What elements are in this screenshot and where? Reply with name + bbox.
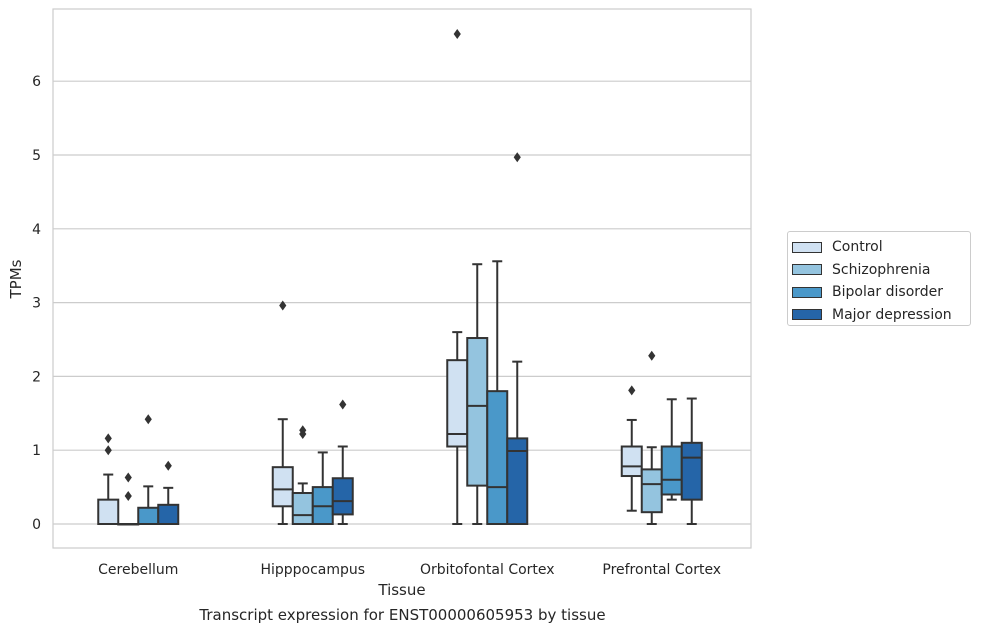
outlier-point bbox=[299, 425, 307, 436]
y-tick-label: 5 bbox=[32, 148, 41, 164]
x-tick-label: Cerebellum bbox=[98, 562, 178, 578]
box-control bbox=[446, 28, 469, 525]
y-tick-label: 2 bbox=[32, 369, 41, 385]
box-body bbox=[271, 466, 294, 508]
outlier-point bbox=[164, 460, 172, 471]
box-bipolar-disorder bbox=[660, 398, 683, 501]
box-control bbox=[620, 385, 643, 512]
x-axis-title: Tissue bbox=[377, 581, 425, 599]
box-body bbox=[506, 437, 529, 525]
legend-item-major-depression: Major depression bbox=[792, 304, 966, 327]
outlier-point bbox=[124, 490, 132, 501]
box-body bbox=[660, 445, 683, 496]
legend-label-major-depression: Major depression bbox=[832, 306, 952, 323]
legend-swatch-schizophrenia bbox=[792, 264, 822, 276]
outlier-point bbox=[124, 472, 132, 483]
box-body bbox=[291, 492, 314, 525]
box-control bbox=[97, 433, 120, 525]
y-tick-label: 1 bbox=[32, 443, 41, 459]
y-axis-ticks: 0 1 2 3 4 5 6 bbox=[32, 74, 41, 533]
legend-item-schizophrenia: Schizophrenia bbox=[792, 259, 966, 282]
outlier-point bbox=[339, 399, 347, 410]
y-tick-label: 0 bbox=[32, 517, 41, 533]
box-body bbox=[640, 468, 663, 514]
box-series bbox=[97, 28, 703, 526]
y-tick-label: 6 bbox=[32, 74, 41, 90]
box-body bbox=[486, 390, 509, 525]
box-schizophrenia bbox=[466, 263, 489, 525]
y-tick-label: 4 bbox=[32, 222, 41, 238]
box-body bbox=[137, 506, 160, 526]
box-body bbox=[680, 441, 703, 501]
box-major-depression bbox=[157, 460, 180, 526]
outlier-point bbox=[144, 414, 152, 425]
x-tick-label: Prefrontal Cortex bbox=[602, 562, 721, 578]
box-body bbox=[331, 477, 354, 516]
legend-label-schizophrenia: Schizophrenia bbox=[832, 261, 931, 278]
legend-label-control: Control bbox=[832, 239, 883, 256]
x-axis-ticks: Cerebellum Hipppocampus Orbitofontal Corte… bbox=[98, 562, 721, 578]
box-major-depression bbox=[506, 152, 529, 525]
outlier-point bbox=[104, 433, 112, 444]
outlier-point bbox=[628, 385, 636, 396]
legend-swatch-major-depression bbox=[792, 309, 822, 321]
chart-caption: Transcript expression for ENST0000060595… bbox=[199, 606, 606, 624]
legend-swatch-bipolar-disorder bbox=[792, 286, 822, 298]
plot-frame bbox=[52, 8, 752, 549]
box-major-depression bbox=[331, 399, 354, 525]
box-body bbox=[466, 337, 489, 487]
box-schizophrenia bbox=[117, 472, 140, 526]
box-body bbox=[157, 503, 180, 526]
box-bipolar-disorder bbox=[311, 451, 334, 526]
box-body bbox=[97, 498, 120, 525]
outlier-point bbox=[453, 28, 461, 39]
legend: Control Schizophrenia Bipolar disorder M… bbox=[787, 231, 971, 326]
outlier-point bbox=[279, 300, 287, 311]
outlier-point bbox=[104, 445, 112, 456]
box-bipolar-disorder bbox=[137, 414, 160, 526]
y-tick-label: 3 bbox=[32, 296, 41, 312]
legend-item-control: Control bbox=[792, 236, 966, 259]
legend-swatch-control bbox=[792, 241, 822, 253]
box-control bbox=[271, 300, 294, 525]
legend-item-bipolar-disorder: Bipolar disorder bbox=[792, 281, 966, 304]
x-tick-label: Hipppocampus bbox=[260, 562, 365, 578]
x-tick-label: Orbitofontal Cortex bbox=[420, 562, 555, 578]
outlier-point bbox=[648, 350, 656, 361]
y-axis-title: TPMs bbox=[7, 259, 25, 299]
box-body bbox=[620, 445, 643, 478]
legend-label-bipolar-disorder: Bipolar disorder bbox=[832, 284, 944, 301]
plot-background bbox=[53, 9, 751, 548]
outlier-point bbox=[513, 152, 521, 163]
box-major-depression bbox=[680, 397, 703, 525]
